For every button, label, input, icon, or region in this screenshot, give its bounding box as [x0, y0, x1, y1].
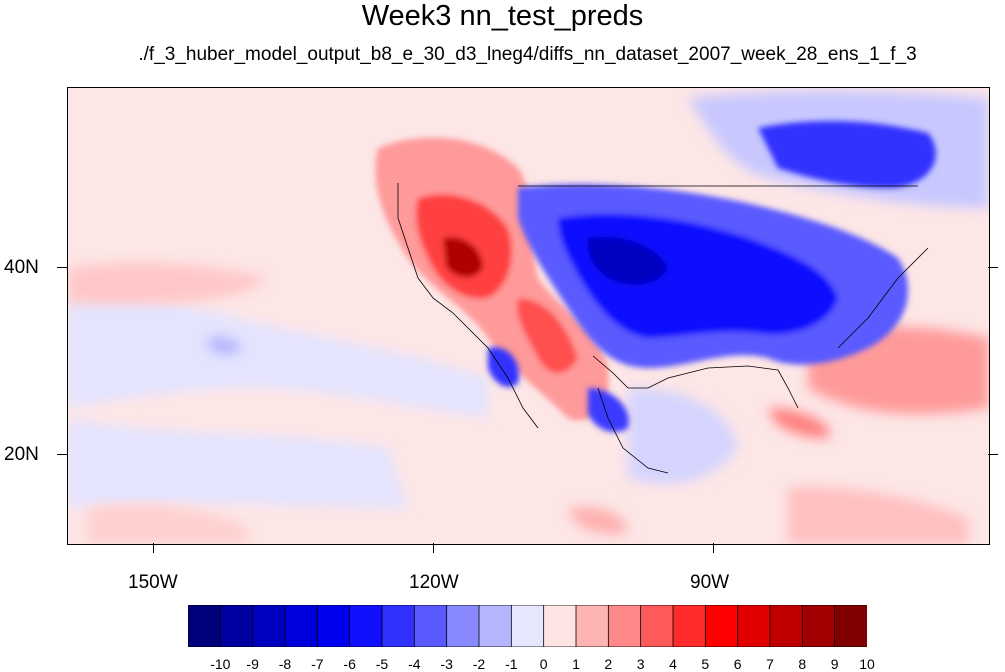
colorbar-label: -1	[505, 656, 518, 672]
y-label-20n: 20N	[4, 444, 39, 465]
eastern-us-cool-anomaly	[488, 121, 936, 433]
coastlines	[397, 183, 929, 474]
western-us-warm-anomaly	[375, 137, 609, 421]
colorbar-label: -8	[278, 656, 292, 672]
colorbar-swatch	[446, 604, 480, 648]
colorbar-swatch	[219, 604, 254, 648]
colorbar-swatches	[187, 604, 868, 648]
colorbar-swatch	[640, 604, 674, 648]
anomaly-field	[68, 88, 989, 544]
colorbar-label: 8	[798, 656, 807, 672]
colorbar-swatch	[349, 604, 383, 648]
colorbar-swatch	[575, 604, 610, 648]
y-tick-40n	[57, 267, 67, 268]
colorbar-swatch	[316, 604, 351, 648]
colorbar-swatch	[737, 604, 771, 648]
map-title: Week3 nn_test_preds	[361, 0, 644, 32]
colorbar-label: -6	[343, 656, 356, 672]
colorbar-swatch	[252, 604, 286, 648]
y-tick-20n-right	[988, 454, 998, 455]
colorbar-label: -5	[375, 656, 389, 672]
colorbar-label: -3	[440, 656, 453, 672]
colorbar-swatch	[607, 604, 642, 648]
map-panel	[67, 87, 990, 545]
colorbar	[187, 604, 868, 648]
colorbar-label: 10	[859, 656, 875, 672]
colorbar-swatch	[510, 604, 545, 648]
colorbar-label: -7	[311, 656, 324, 672]
y-label-40n: 40N	[4, 257, 39, 278]
colorbar-swatch	[769, 604, 804, 648]
colorbar-swatch	[672, 604, 707, 648]
colorbar-label: -4	[408, 656, 421, 672]
x-tick-90w	[713, 543, 714, 553]
colorbar-label: 2	[604, 656, 613, 672]
colorbar-label: 1	[572, 656, 580, 672]
colorbar-label: 3	[636, 656, 645, 672]
colorbar-swatch	[413, 604, 448, 648]
colorbar-label: 5	[701, 656, 710, 672]
colorbar-swatch	[284, 604, 319, 648]
colorbar-swatch	[478, 604, 513, 648]
colorbar-swatch	[187, 604, 222, 648]
colorbar-label: 7	[766, 656, 774, 672]
colorbar-swatch	[834, 604, 868, 648]
colorbar-swatch	[381, 604, 416, 648]
colorbar-label: 6	[733, 656, 742, 672]
colorbar-label: -10	[210, 656, 231, 672]
y-tick-20n	[57, 454, 67, 455]
x-label-120w: 120W	[409, 572, 459, 593]
colorbar-swatch	[801, 604, 836, 648]
colorbar-swatch	[543, 604, 577, 648]
weak-positive-regions	[68, 262, 989, 544]
colorbar-label: 4	[669, 656, 677, 672]
x-label-90w: 90W	[690, 572, 730, 593]
map-subtitle: ./f_3_huber_model_output_b8_e_30_d3_lneg…	[138, 44, 917, 65]
colorbar-label: 0	[539, 656, 548, 672]
colorbar-label: -9	[246, 656, 259, 672]
x-tick-150w	[153, 543, 154, 553]
x-tick-120w	[433, 543, 434, 553]
colorbar-label: 9	[830, 656, 839, 672]
colorbar-label: -2	[472, 656, 486, 672]
colorbar-swatch	[704, 604, 739, 648]
x-label-150w: 150W	[128, 572, 178, 593]
y-tick-40n-right	[988, 267, 998, 268]
